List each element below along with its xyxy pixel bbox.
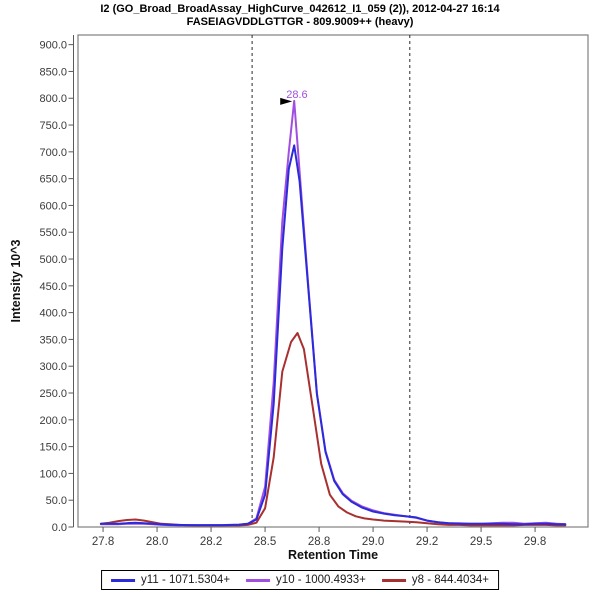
chart-title: I2 (GO_Broad_BroadAssay_HighCurve_042612… bbox=[100, 3, 500, 15]
y-tick-label: 650.0 bbox=[39, 174, 67, 186]
y-tick-label: 250.0 bbox=[39, 388, 67, 400]
plot-border bbox=[77, 34, 589, 528]
legend-item: y11 - 1071.5304+ bbox=[111, 574, 230, 586]
chromatogram-plot[interactable]: 0.0 50.0 100.0 150.0 200.0 250.0 300.0 350.0 400… bbox=[0, 0, 600, 565]
legend-item-label: y11 - 1071.5304+ bbox=[141, 574, 231, 586]
x-tick-label: 28.2 bbox=[200, 536, 222, 548]
x-tick-label: 29.2 bbox=[416, 536, 438, 548]
legend-item-label: y10 - 1000.4933+ bbox=[276, 574, 366, 586]
y-tick-label: 100.0 bbox=[39, 468, 67, 480]
y-tick-label: 350.0 bbox=[39, 334, 67, 346]
y-tick-label: 700.0 bbox=[39, 147, 67, 159]
legend: y11 - 1071.5304+ y10 - 1000.4933+ y8 - 8… bbox=[101, 570, 499, 590]
y-tick-label: 300.0 bbox=[39, 361, 67, 373]
chart-subtitle: FASEIAGVDDLGTTGR - 809.9009++ (heavy) bbox=[186, 16, 414, 28]
chromatogram-trace-y11 bbox=[99, 144, 567, 527]
y-tick-label: 750.0 bbox=[39, 120, 67, 132]
legend-item: y10 - 1000.4933+ bbox=[246, 574, 366, 586]
legend-item: y8 - 844.4034+ bbox=[381, 574, 489, 586]
legend-line-swatch bbox=[246, 578, 271, 582]
chromatogram-trace-y10 bbox=[99, 99, 567, 527]
y-tick-label: 0.0 bbox=[52, 522, 67, 534]
peak-id-arrow-icon bbox=[280, 97, 293, 105]
y-tick-label: 50.0 bbox=[46, 495, 67, 507]
y-tick-label: 400.0 bbox=[39, 308, 67, 320]
x-tick-label: 28.8 bbox=[308, 536, 330, 548]
peak-annotation-label: 28.6 bbox=[286, 89, 307, 101]
legend-item-label: y8 - 844.4034+ bbox=[411, 574, 489, 586]
y-tick-label: 800.0 bbox=[39, 93, 67, 105]
x-tick-label: 28.5 bbox=[254, 536, 276, 548]
x-tick-label: 28.0 bbox=[146, 536, 168, 548]
y-tick-label: 200.0 bbox=[39, 415, 67, 427]
y-tick-label: 450.0 bbox=[39, 281, 67, 293]
y-tick-label: 900.0 bbox=[39, 40, 67, 52]
x-tick-label: 29.0 bbox=[362, 536, 384, 548]
x-tick-label: 29.5 bbox=[470, 536, 492, 548]
x-tick-label: 29.8 bbox=[524, 536, 546, 548]
y-tick-label: 550.0 bbox=[39, 227, 67, 239]
y-tick-label: 500.0 bbox=[39, 254, 67, 266]
legend-line-swatch bbox=[381, 578, 406, 582]
y-tick-label: 600.0 bbox=[39, 200, 67, 212]
chromatogram-trace-y8 bbox=[99, 332, 567, 527]
y-axis-title: Intensity 10^3 bbox=[9, 239, 23, 322]
legend-line-swatch bbox=[111, 578, 136, 582]
y-tick-label: 850.0 bbox=[39, 66, 67, 78]
y-tick-label: 150.0 bbox=[39, 442, 67, 454]
x-axis-title: Retention Time bbox=[288, 548, 378, 562]
x-tick-label: 27.8 bbox=[92, 536, 114, 548]
